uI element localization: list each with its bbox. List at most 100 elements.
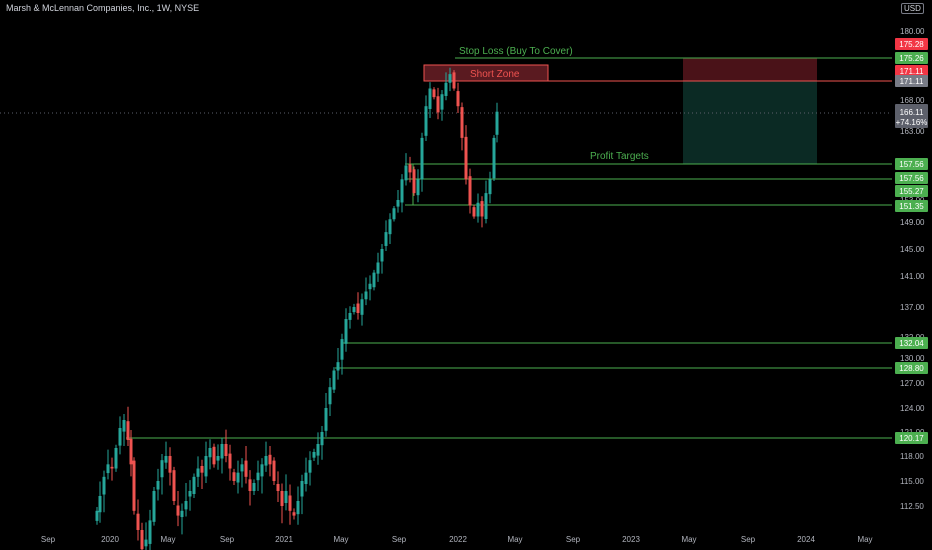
candle-body (244, 460, 248, 477)
candle-body (106, 464, 110, 474)
candle-body (364, 291, 368, 300)
y-tick-label: 127.00 (900, 379, 925, 388)
candle-body (164, 456, 168, 463)
candle-body (180, 510, 184, 518)
x-tick-label: May (681, 535, 696, 544)
candle-body (444, 82, 448, 96)
short-zone-label: Short Zone (470, 69, 520, 80)
current-price-tag (895, 104, 928, 128)
candle-body (308, 460, 312, 473)
candle-body (110, 466, 114, 469)
x-tick-label: 2021 (275, 535, 293, 544)
price-tag (895, 65, 928, 77)
candle-body (452, 72, 456, 89)
candle-body (268, 454, 272, 465)
candle-body (224, 444, 228, 456)
candle-body (288, 495, 292, 511)
candle-body (340, 339, 344, 360)
candle-body (464, 136, 468, 180)
currency-badge[interactable]: USD (901, 3, 924, 14)
candle-body (98, 496, 102, 513)
candle-body (188, 491, 192, 497)
price-tag-label: 175.26 (899, 54, 924, 63)
x-tick-label: May (160, 535, 175, 544)
price-tag-label: 155.27 (899, 187, 924, 196)
candle-body (248, 479, 252, 491)
candle-body (216, 456, 220, 461)
candle-body (332, 370, 336, 390)
price-tag-label: 132.04 (899, 339, 924, 348)
candle-body (272, 460, 276, 481)
y-tick-label: 141.00 (900, 272, 925, 281)
candle-body (204, 456, 208, 477)
candle-body (95, 510, 99, 521)
price-tag (895, 52, 928, 64)
candle-body (192, 476, 196, 494)
candle-body (344, 319, 348, 344)
candle-body (460, 107, 464, 138)
candle-body (476, 202, 480, 217)
candle-body (300, 481, 304, 497)
candle-body (472, 207, 476, 217)
candle-body (376, 262, 380, 274)
candle-body (284, 491, 288, 503)
candle-body (252, 483, 256, 491)
price-tag-label: 175.28 (899, 40, 924, 49)
profit-targets-label: Profit Targets (590, 151, 649, 162)
reward-zone-box (683, 81, 817, 164)
price-tag-label: 171.11 (900, 77, 924, 86)
candle-body (132, 460, 136, 511)
candle-body (324, 408, 328, 431)
price-tag-label: 120.17 (899, 434, 924, 443)
candle-body (424, 106, 428, 136)
price-tag (895, 38, 928, 50)
price-tag (895, 337, 928, 349)
y-tick-label: 168.00 (900, 96, 925, 105)
y-tick-label: 115.00 (900, 477, 924, 486)
y-tick-label: 124.00 (900, 404, 925, 413)
x-tick-label: 2020 (101, 535, 119, 544)
candle-body (168, 456, 172, 473)
candle-body (400, 179, 404, 203)
candle-body (360, 299, 364, 315)
candle-body (352, 307, 356, 313)
x-tick-label: Sep (392, 535, 407, 544)
candle-body (456, 91, 460, 107)
candle-body (448, 74, 452, 83)
candle-body (292, 512, 296, 516)
candle-body (388, 219, 392, 235)
candle-body (200, 466, 204, 473)
candle-body (412, 169, 416, 194)
x-tick-label: 2022 (449, 535, 467, 544)
candle-body (126, 421, 130, 440)
y-tick-label: 145.00 (900, 245, 925, 254)
candle-body (276, 484, 280, 491)
candle-body (184, 501, 188, 510)
candle-body (356, 303, 360, 313)
candle-body (488, 179, 492, 195)
x-tick-label: May (507, 535, 522, 544)
price-tag (895, 432, 928, 444)
price-tag-label: 157.56 (899, 174, 924, 183)
candle-body (122, 420, 126, 432)
candle-body (404, 165, 408, 181)
price-tag (895, 172, 928, 184)
candle-body (118, 428, 122, 446)
candle-body (129, 438, 133, 465)
y-tick-label: 112.50 (900, 502, 924, 511)
candle-body (260, 464, 264, 477)
price-tag (895, 200, 928, 212)
current-price-value: 166.11 (900, 108, 924, 117)
candle-body (144, 539, 148, 547)
candle-body (240, 464, 244, 472)
x-tick-label: May (333, 535, 348, 544)
candle-body (228, 453, 232, 469)
candle-body (436, 96, 440, 113)
candle-body (348, 313, 352, 320)
y-tick-label: 130.00 (900, 354, 925, 363)
x-tick-label: Sep (41, 535, 56, 544)
x-tick-label: Sep (220, 535, 235, 544)
candle-body (368, 283, 372, 290)
candle-body (264, 456, 268, 466)
